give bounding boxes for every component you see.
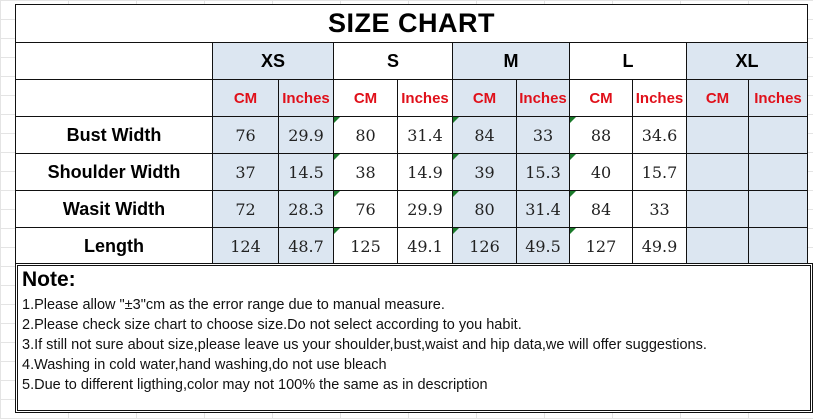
size-s: S (333, 42, 453, 80)
measurement-row: Wasit Width 72 28.3 76 29.9 80 31.4 84 33 (15, 190, 808, 228)
inches-value-l: 15.7 (632, 153, 687, 191)
inches-value-m: 31.4 (516, 190, 570, 228)
size-xl: XL (686, 42, 808, 80)
inches-value-xl (748, 153, 808, 191)
note-item: 4.Washing in cold water,hand washing,do … (22, 357, 387, 373)
inches-value-s: 14.9 (397, 153, 453, 191)
cm-value-m: 80 (452, 190, 517, 228)
size-l: L (569, 42, 687, 80)
cm-value-xl (686, 190, 749, 228)
cm-value-l: 40 (569, 153, 633, 191)
unit-cm: CM (333, 79, 398, 117)
inches-value-s: 31.4 (397, 116, 453, 154)
cm-value-s: 38 (333, 153, 398, 191)
inches-value-xl (748, 227, 808, 265)
unit-cm: CM (452, 79, 517, 117)
unit-inches: Inches (397, 79, 453, 117)
measurement-label: Wasit Width (15, 190, 213, 228)
inches-value-xs: 28.3 (278, 190, 334, 228)
inches-value-xs: 48.7 (278, 227, 334, 265)
empty-cell (15, 79, 213, 117)
inches-value-xl (748, 116, 808, 154)
cm-value-xs: 76 (212, 116, 279, 154)
size-header-row: XS S M L XL (15, 42, 808, 80)
note-item: 3.If still not sure about size,please le… (22, 337, 707, 353)
inches-value-xs: 29.9 (278, 116, 334, 154)
note-item: 1.Please allow "±3"cm as the error range… (22, 297, 445, 313)
inches-value-m: 33 (516, 116, 570, 154)
cm-value-m: 39 (452, 153, 517, 191)
note-item: 5.Due to different ligthing,color may no… (22, 377, 488, 393)
inches-value-l: 34.6 (632, 116, 687, 154)
cm-value-xl (686, 116, 749, 154)
cm-value-xs: 72 (212, 190, 279, 228)
measurement-label: Shoulder Width (15, 153, 213, 191)
measurement-label: Length (15, 227, 213, 265)
measurement-row: Shoulder Width 37 14.5 38 14.9 39 15.3 40 15.7 (15, 153, 808, 191)
unit-header-row: CM Inches CM Inches CM Inches CM Inches CM In… (15, 79, 808, 117)
note-box: Note: 1.Please allow "±3"cm as the error… (15, 263, 813, 413)
size-chart-table: SIZE CHART XS S M L XL CM Inches CM Inches… (15, 4, 808, 265)
cm-value-m: 84 (452, 116, 517, 154)
inches-value-m: 49.5 (516, 227, 570, 265)
measurement-label: Bust Width (15, 116, 213, 154)
note-heading: Note: (22, 268, 76, 291)
inches-value-l: 49.9 (632, 227, 687, 265)
chart-title: SIZE CHART (15, 4, 808, 43)
unit-cm: CM (212, 79, 279, 117)
inches-value-s: 49.1 (397, 227, 453, 265)
inches-value-m: 15.3 (516, 153, 570, 191)
measurement-row: Bust Width 76 29.9 80 31.4 84 33 88 34.6 (15, 116, 808, 154)
unit-inches: Inches (516, 79, 570, 117)
cm-value-xs: 124 (212, 227, 279, 265)
cm-value-l: 84 (569, 190, 633, 228)
inches-value-xs: 14.5 (278, 153, 334, 191)
inches-value-xl (748, 190, 808, 228)
empty-cell (15, 42, 213, 80)
inches-value-s: 29.9 (397, 190, 453, 228)
unit-inches: Inches (748, 79, 808, 117)
measurement-row: Length 124 48.7 125 49.1 126 49.5 127 49.9 (15, 227, 808, 265)
unit-inches: Inches (632, 79, 687, 117)
unit-cm: CM (686, 79, 749, 117)
cm-value-s: 76 (333, 190, 398, 228)
cm-value-s: 125 (333, 227, 398, 265)
unit-inches: Inches (278, 79, 334, 117)
cm-value-xs: 37 (212, 153, 279, 191)
size-m: M (452, 42, 570, 80)
cm-value-l: 88 (569, 116, 633, 154)
inches-value-l: 33 (632, 190, 687, 228)
cm-value-m: 126 (452, 227, 517, 265)
cm-value-s: 80 (333, 116, 398, 154)
cm-value-xl (686, 227, 749, 265)
cm-value-l: 127 (569, 227, 633, 265)
size-xs: XS (212, 42, 334, 80)
unit-cm: CM (569, 79, 633, 117)
note-item: 2.Please check size chart to choose size… (22, 317, 522, 333)
cm-value-xl (686, 153, 749, 191)
